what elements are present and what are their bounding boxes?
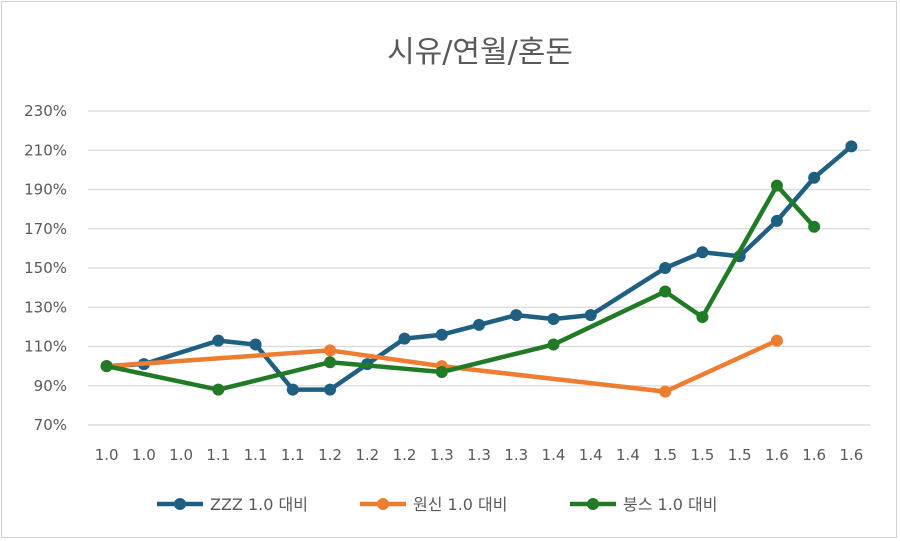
x-tick-label: 1.2 — [355, 446, 379, 464]
data-point — [770, 179, 783, 192]
x-tick-label: 1.3 — [430, 446, 454, 464]
x-tick-label: 1.6 — [765, 446, 789, 464]
legend-label: 원신 1.0 대비 — [413, 495, 508, 514]
x-tick-label: 1.1 — [281, 446, 305, 464]
legend-item-2: 붕스 1.0 대비 — [570, 495, 718, 514]
data-point — [249, 338, 262, 351]
data-point — [212, 334, 225, 347]
data-point — [547, 313, 560, 326]
series-group — [100, 140, 858, 398]
data-point — [286, 383, 299, 396]
data-point — [435, 328, 448, 341]
data-point — [659, 262, 672, 274]
data-point — [100, 360, 113, 373]
legend-marker — [174, 498, 186, 510]
data-point — [435, 366, 448, 379]
x-tick-label: 1.5 — [690, 446, 714, 464]
y-tick-label: 90% — [34, 377, 67, 395]
data-point — [770, 214, 783, 227]
y-tick-label: 210% — [24, 141, 67, 159]
data-point — [584, 309, 597, 322]
y-tick-label: 150% — [24, 259, 67, 277]
legend-label: 붕스 1.0 대비 — [623, 495, 718, 514]
y-tick-label: 190% — [24, 181, 67, 199]
x-tick-label: 1.4 — [616, 446, 640, 464]
x-axis: 1.0 1.0 1.0 1.1 1.1 1.1 1.2 1.2 1.2 1.3 1.3 1.3 1.4 1… — [95, 446, 864, 464]
x-tick-label: 1.5 — [653, 446, 677, 464]
y-tick-label: 70% — [34, 416, 67, 434]
data-point — [770, 334, 783, 347]
legend-marker — [377, 498, 389, 510]
x-tick-label: 1.1 — [244, 446, 268, 464]
y-tick-label: 170% — [24, 220, 67, 238]
x-tick-label: 1.4 — [542, 446, 566, 464]
x-tick-label: 1.1 — [206, 446, 230, 464]
y-tick-label: 230% — [24, 102, 67, 120]
legend-item-0: ZZZ 1.0 대비 — [157, 495, 308, 514]
legend-item-1: 원신 1.0 대비 — [360, 495, 508, 514]
data-point — [510, 309, 523, 322]
chart-title: 시유/연월/혼돈 — [387, 35, 573, 70]
data-point — [212, 383, 225, 396]
x-tick-label: 1.0 — [169, 446, 193, 464]
x-tick-label: 1.2 — [318, 446, 342, 464]
data-point — [473, 318, 485, 331]
y-tick-label: 110% — [24, 338, 67, 356]
x-tick-label: 1.5 — [728, 446, 752, 464]
data-point — [324, 356, 337, 369]
y-tick-label: 130% — [24, 298, 67, 316]
data-point — [659, 285, 672, 298]
data-point — [808, 220, 821, 233]
legend: ZZZ 1.0 대비 원신 1.0 대비 붕스 1.0 대비 — [157, 495, 718, 514]
data-point — [324, 383, 337, 396]
legend-label: ZZZ 1.0 대비 — [210, 495, 308, 514]
x-tick-label: 1.6 — [802, 446, 826, 464]
x-tick-label: 1.4 — [579, 446, 603, 464]
data-point — [398, 332, 411, 345]
x-tick-label: 1.3 — [467, 446, 491, 464]
x-tick-label: 1.6 — [839, 446, 863, 464]
data-point — [696, 246, 709, 259]
y-axis: 70% 90% 110% 130% 150% 170% 190% 210% 230% — [24, 102, 67, 434]
x-tick-label: 1.0 — [132, 446, 156, 464]
legend-marker — [587, 498, 599, 510]
x-tick-label: 1.2 — [393, 446, 417, 464]
data-point — [324, 344, 337, 357]
data-point — [808, 171, 821, 184]
gridlines — [88, 110, 870, 426]
x-tick-label: 1.0 — [95, 446, 119, 464]
data-point — [845, 140, 858, 153]
series-2 — [100, 179, 821, 396]
data-point — [696, 311, 709, 324]
x-tick-label: 1.3 — [504, 446, 528, 464]
data-point — [659, 385, 672, 398]
data-point — [547, 338, 560, 351]
